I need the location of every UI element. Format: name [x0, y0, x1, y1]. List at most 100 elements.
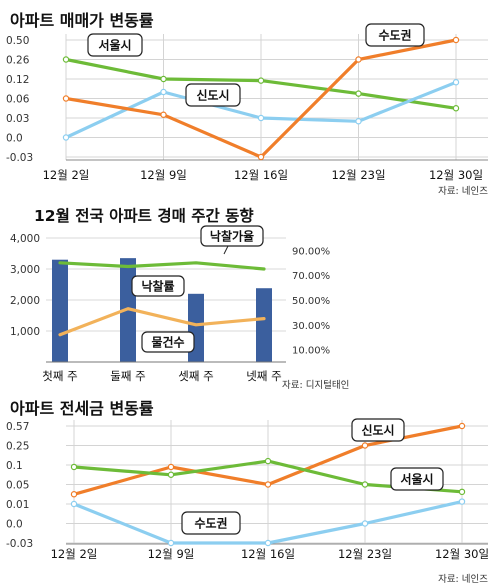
- data-point: [167, 463, 175, 471]
- series-label: 서울시: [98, 38, 131, 53]
- label-leader: [223, 245, 229, 255]
- data-point: [257, 153, 265, 161]
- chart-title: 아파트 전세금 변동률: [10, 399, 154, 418]
- bar: [256, 288, 272, 362]
- bar: [52, 259, 68, 362]
- x-tick-label: 12월 9일: [148, 547, 195, 561]
- y-left-tick-label: 2,000: [10, 295, 40, 307]
- y-right-tick-label: 90.00%: [292, 246, 330, 257]
- source-note: 자료: 네인즈: [438, 574, 488, 585]
- x-tick-label: 12월 23일: [338, 547, 392, 561]
- data-point: [70, 491, 78, 498]
- series-label-box: [351, 418, 405, 442]
- data-point: [361, 481, 369, 488]
- series-label-box: [87, 33, 143, 57]
- series-label-box: [181, 511, 241, 535]
- series-label: 신도시: [196, 88, 229, 103]
- series-label: 서울시: [400, 472, 433, 487]
- x-tick-label: 12월 2일: [43, 168, 90, 182]
- y-tick-label: 0.01: [6, 499, 29, 511]
- series-label: 신도시: [361, 423, 394, 438]
- x-tick-label: 둘째 주: [110, 369, 145, 383]
- data-point: [452, 36, 460, 44]
- y-right-tick-label: 10.00%: [292, 346, 330, 357]
- data-point: [264, 457, 272, 465]
- data-point: [62, 134, 70, 141]
- data-point: [264, 539, 272, 547]
- chart-title: 12월 전국 아파트 경매 주간 동향: [34, 206, 254, 225]
- chart-title: 아파트 매매가 변동률: [10, 11, 154, 30]
- data-point: [160, 75, 167, 83]
- auction-chart-svg: 12월 전국 아파트 경매 주간 동향 4,000 3,000 2,000 1,000 9…: [10, 206, 349, 391]
- x-tick-label: 첫째 주: [42, 369, 77, 383]
- y-tick-label: 0.05: [6, 480, 29, 492]
- y-tick-label: 0.50: [6, 35, 29, 47]
- y-right-tick-label: 50.00%: [292, 296, 330, 307]
- data-point: [355, 56, 362, 63]
- source-note: 자료: 네인즈: [438, 186, 488, 197]
- x-tick-label: 셋째 주: [178, 369, 213, 383]
- y-tick-label: 0.06: [6, 94, 30, 106]
- y-tick-label: 0.25: [6, 441, 29, 453]
- data-point: [458, 422, 466, 430]
- series-label-box: [200, 225, 264, 247]
- data-point: [257, 114, 265, 122]
- data-point: [361, 442, 369, 449]
- sale-price-chart-svg: 아파트 매매가 변동률 0.50 0.26 0.12 0.06 0.03 0.0 -0.03 서…: [6, 11, 488, 197]
- series-label: 수도권: [378, 29, 411, 43]
- series-label: 낙찰률: [141, 279, 174, 294]
- data-point: [458, 498, 466, 505]
- y-left-tick-label: 1,000: [10, 326, 40, 338]
- data-point: [70, 500, 78, 508]
- series-label-box: [141, 331, 195, 353]
- data-point: [257, 77, 265, 84]
- y-tick-label: 0.26: [6, 55, 30, 67]
- series-label: 수도권: [194, 517, 227, 531]
- series-label: 물건수: [151, 335, 184, 350]
- y-tick-label: 0.0: [6, 133, 23, 145]
- x-tick-label: 12월 23일: [331, 168, 385, 182]
- y-right-tick-label: 70.00%: [292, 271, 330, 282]
- y-left-tick-label: 4,000: [10, 233, 40, 245]
- x-tick-label: 12월 30일: [429, 168, 483, 182]
- y-left-tick-label: 3,000: [10, 264, 40, 276]
- chart-panel-3: 아파트 전세금 변동률 0.57 0.25 0.1 0.05 0.01 0.0 -0.03 신도…: [0, 392, 500, 588]
- data-point: [458, 488, 466, 496]
- x-tick-label: 12월 30일: [435, 547, 489, 561]
- chart-panel-1: 아파트 매매가 변동률 0.50 0.26 0.12 0.06 0.03 0.0 -0.03 서…: [0, 0, 500, 200]
- data-point: [70, 463, 78, 471]
- data-point: [62, 56, 70, 63]
- x-tick-label: 12월 16일: [234, 168, 288, 182]
- data-point: [167, 539, 175, 547]
- x-tick-label: 12월 2일: [51, 547, 98, 561]
- y-tick-label: 0.57: [6, 421, 29, 433]
- data-point: [355, 90, 362, 97]
- series-label-box: [185, 83, 241, 107]
- y-right-tick-label: 30.00%: [292, 321, 330, 332]
- data-point: [167, 471, 175, 478]
- series-label: 낙찰가율: [210, 229, 254, 244]
- jeonse-chart-svg: 아파트 전세금 변동률 0.57 0.25 0.1 0.05 0.01 0.0 -0.03 신도…: [6, 399, 489, 585]
- data-point: [355, 118, 362, 125]
- data-point: [361, 520, 369, 527]
- y-tick-label: 0.0: [6, 519, 23, 531]
- series-line-2: [58, 307, 266, 337]
- y-tick-label: -0.03: [6, 152, 33, 164]
- x-tick-label: 12월 9일: [140, 168, 187, 182]
- data-point: [452, 79, 460, 86]
- series-label-box: [390, 467, 444, 491]
- series-line-1: [58, 261, 266, 271]
- y-tick-label: 0.12: [6, 74, 29, 86]
- data-point: [160, 111, 167, 118]
- data-point: [452, 105, 460, 112]
- x-tick-label: 12월 16일: [241, 547, 295, 561]
- series-label-box: [131, 275, 185, 297]
- data-point: [62, 95, 70, 102]
- data-point: [264, 481, 272, 488]
- y-tick-label: 0.03: [6, 113, 29, 125]
- x-tick-label: 넷째 주: [246, 369, 281, 383]
- y-tick-label: -0.03: [6, 538, 33, 550]
- source-note: 자료: 디지털태인: [282, 379, 349, 391]
- series-label-box: [365, 23, 425, 47]
